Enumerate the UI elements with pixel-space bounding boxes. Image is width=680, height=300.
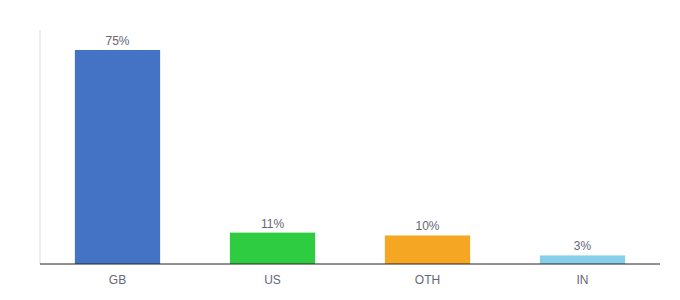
data-label: 3% [574,239,592,253]
chart-svg: 75% 11% 10% 3% GB US OTH IN [0,0,680,300]
data-label: 11% [261,217,284,231]
y-axis-line [40,30,41,264]
bars [75,50,625,264]
bar [385,235,470,264]
chart-container: 75% 11% 10% 3% GB US OTH IN [0,0,680,300]
bar [230,233,315,264]
x-tick-label: IN [577,273,589,287]
data-label: 75% [105,34,129,48]
bar [540,255,625,264]
x-tick-label: US [264,273,281,287]
x-axis-line [40,264,660,265]
data-label: 10% [415,219,439,233]
x-tick-label: GB [109,273,126,287]
x-tick-label: OTH [415,273,440,287]
bar [75,50,160,264]
